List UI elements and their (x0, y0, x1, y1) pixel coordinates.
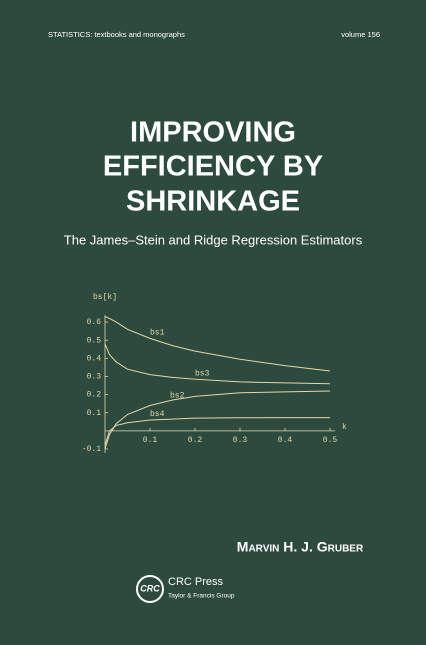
logo-text: CRC (140, 583, 160, 593)
series-label: bs2 (170, 392, 185, 401)
title-line: EFFICIENCY BY (103, 151, 323, 183)
x-tick-label: 0.5 (323, 436, 338, 445)
y-tick-label: 0.2 (87, 391, 102, 400)
curve (104, 390, 331, 450)
x-tick-label: 0.4 (278, 436, 293, 445)
x-axis-label: k (342, 423, 347, 432)
logo-ring (136, 575, 164, 603)
y-tick-label: 0.6 (87, 318, 102, 327)
volume: volume 156 (341, 30, 380, 39)
y-tick-label: 0.4 (87, 354, 102, 363)
title-line: IMPROVING (130, 117, 296, 149)
y-tick-label: -0.1 (82, 445, 101, 454)
y-axis-label: bs[k] (93, 293, 117, 302)
y-tick-label: 0.5 (87, 336, 102, 345)
author: Marvin H. J. Gruber (237, 539, 364, 555)
curve (104, 417, 330, 446)
chart: bs[k] k -0.1 0.1 0.2 0.3 0.4 0.5 0.6 0.1 0.2 0.3 0.4… (82, 293, 347, 454)
series-name: STATISTICS: textbooks and monographs (48, 30, 185, 39)
curve (104, 343, 331, 385)
x-tick-label: 0.3 (233, 436, 248, 445)
publisher-name: CRC Press (168, 576, 224, 588)
series-label: bs3 (195, 369, 210, 378)
series-label: bs1 (150, 328, 165, 337)
series-label: bs4 (150, 410, 165, 419)
publisher-group: Taylor & Francis Group (168, 593, 235, 600)
y-tick-label: 0.1 (87, 409, 102, 418)
x-tick-label: 0.1 (143, 436, 158, 445)
subtitle: The James–Stein and Ridge Regression Est… (64, 232, 363, 247)
y-tick-label: 0.3 (87, 373, 102, 382)
title-line: SHRINKAGE (126, 186, 300, 218)
curve (104, 316, 331, 372)
x-tick-label: 0.2 (188, 436, 203, 445)
